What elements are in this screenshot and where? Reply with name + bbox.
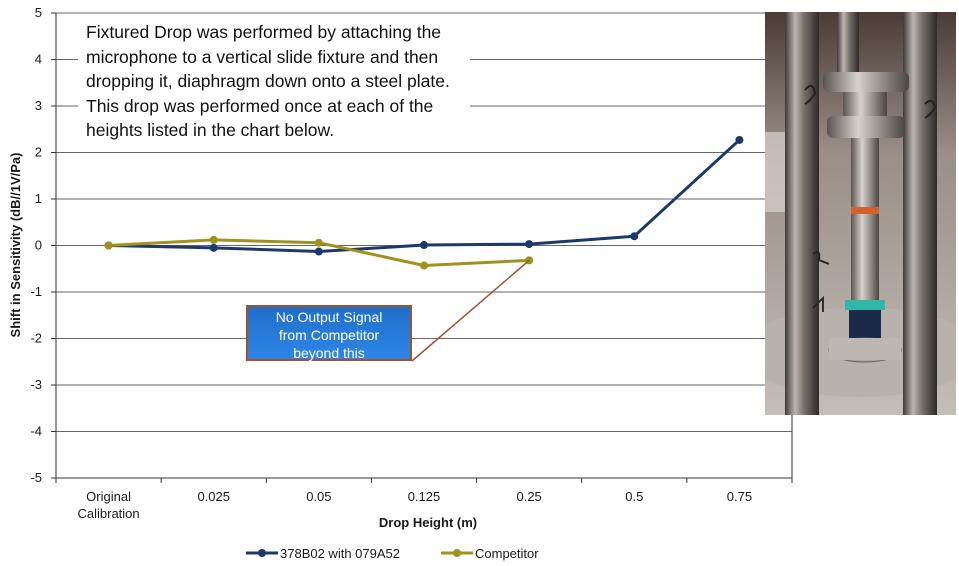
data-point	[420, 241, 428, 250]
legend: 378B02 with 079A52 Competitor	[246, 546, 539, 561]
series	[104, 135, 744, 270]
x-tick-label: 0.125	[408, 489, 441, 504]
x-tick-label: 0.025	[197, 489, 230, 504]
callout-line-3: beyond this	[293, 345, 365, 361]
y-tick-label: -2	[30, 331, 42, 346]
y-tick-label: 3	[35, 98, 42, 113]
data-point	[735, 135, 744, 144]
data-point	[314, 247, 323, 256]
data-point	[104, 241, 113, 250]
y-tick-labels: 5 4 3 2 1 0 -1 -2 -3 -4 -5	[30, 5, 42, 485]
x-tick-label: Original Calibration	[77, 489, 139, 521]
x-axis-title: Drop Height (m)	[379, 515, 477, 530]
data-point	[525, 240, 534, 249]
test-description-note: Fixtured Drop was performed by attaching…	[78, 16, 470, 149]
x-tick-label: 0.05	[306, 489, 331, 504]
x-tick-label: 0.5	[625, 489, 643, 504]
callout-line-1: No Output Signal	[275, 309, 383, 325]
data-point	[630, 232, 639, 241]
y-tick-label: -4	[30, 424, 42, 439]
data-point	[314, 238, 323, 247]
y-tick-label: -5	[30, 470, 42, 485]
x-tick-label: 0.75	[727, 489, 752, 504]
callout-leader-line	[411, 259, 530, 362]
y-tick-label: 2	[35, 145, 42, 160]
drop-fixture-photo	[765, 12, 956, 415]
x-tick-label: 0.25	[516, 489, 541, 504]
data-point	[209, 235, 218, 244]
y-tick-label: 0	[35, 238, 42, 253]
legend-swatch-marker	[258, 549, 266, 557]
y-tick-label: 5	[35, 5, 42, 20]
callout-line-2: from Competitor	[278, 327, 380, 343]
legend-label: Competitor	[475, 546, 539, 561]
y-tick-label: 1	[35, 191, 42, 206]
y-axis-title: Shift in Sensitivity (dB//1V/Pa)	[8, 153, 23, 338]
data-point	[420, 261, 428, 270]
y-tick-label: -1	[30, 284, 42, 299]
x-tick-labels: Original Calibration 0.025 0.05 0.125 0.25 0.5…	[77, 489, 752, 521]
legend-label: 378B02 with 079A52	[280, 546, 400, 561]
legend-swatch-marker	[453, 549, 461, 557]
y-tick-label: 4	[35, 52, 42, 67]
data-point	[209, 243, 218, 252]
no-signal-callout: No Output Signal from Competitor beyond …	[246, 305, 412, 361]
y-tick-label: -3	[30, 377, 42, 392]
series-line-1	[108, 138, 741, 254]
